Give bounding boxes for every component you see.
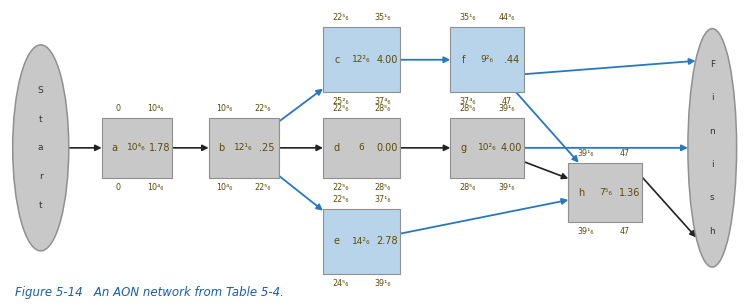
Text: .25: .25 (259, 143, 275, 153)
Text: t: t (39, 115, 43, 124)
Text: b: b (218, 143, 224, 153)
Text: c: c (334, 55, 340, 65)
Text: n: n (709, 127, 715, 136)
Text: 2.78: 2.78 (376, 236, 398, 246)
Text: 25²₆: 25²₆ (333, 97, 349, 106)
Text: 6: 6 (359, 143, 364, 152)
Text: 10⁴₆: 10⁴₆ (217, 183, 233, 192)
Text: 7⁵₆: 7⁵₆ (599, 188, 611, 197)
Text: i: i (711, 93, 714, 102)
Text: 10⁴₆: 10⁴₆ (127, 143, 146, 152)
Text: 22⁵₆: 22⁵₆ (255, 183, 271, 192)
Text: 0: 0 (115, 104, 120, 113)
Text: 1.78: 1.78 (149, 143, 170, 153)
Text: 4.00: 4.00 (501, 143, 523, 153)
Text: 28⁵₆: 28⁵₆ (374, 104, 391, 113)
Text: 22⁵₆: 22⁵₆ (333, 195, 349, 204)
Text: h: h (578, 188, 585, 197)
Text: 37¹₆: 37¹₆ (374, 195, 391, 204)
Text: r: r (39, 172, 43, 181)
Text: S: S (38, 86, 44, 95)
Text: 14²₆: 14²₆ (352, 237, 371, 246)
Text: 10²₆: 10²₆ (478, 143, 496, 152)
FancyBboxPatch shape (450, 27, 524, 92)
Text: 22⁵₆: 22⁵₆ (333, 104, 349, 113)
Text: a: a (111, 143, 117, 153)
Text: 10⁴₆: 10⁴₆ (217, 104, 233, 113)
Text: 22⁵₆: 22⁵₆ (333, 13, 349, 22)
Text: 44³₆: 44³₆ (499, 13, 515, 22)
Text: 37⁴₆: 37⁴₆ (374, 97, 391, 106)
Text: 10⁴₆: 10⁴₆ (148, 104, 164, 113)
Text: 39¹₆: 39¹₆ (374, 279, 391, 288)
Text: i: i (711, 160, 714, 169)
Text: f: f (462, 55, 465, 65)
Text: 28⁵₆: 28⁵₆ (459, 104, 475, 113)
Text: 35¹₆: 35¹₆ (374, 13, 391, 22)
Text: 47: 47 (620, 149, 630, 158)
Text: e: e (334, 236, 340, 246)
Text: 4.00: 4.00 (376, 55, 398, 65)
Text: 28⁵₆: 28⁵₆ (459, 183, 475, 192)
FancyBboxPatch shape (323, 209, 401, 274)
Text: 39¹₆: 39¹₆ (499, 104, 515, 113)
Ellipse shape (13, 45, 69, 251)
Text: 10⁴₆: 10⁴₆ (148, 183, 164, 192)
FancyBboxPatch shape (102, 118, 172, 178)
Text: 47: 47 (502, 97, 512, 106)
Text: 35¹₆: 35¹₆ (459, 13, 475, 22)
Text: 1.36: 1.36 (619, 188, 640, 197)
Text: a: a (38, 143, 44, 152)
Text: 39¹₆: 39¹₆ (499, 183, 515, 192)
FancyBboxPatch shape (323, 118, 401, 178)
Text: 39¹₆: 39¹₆ (577, 227, 593, 236)
Text: 12²₆: 12²₆ (352, 55, 371, 64)
FancyBboxPatch shape (450, 118, 524, 178)
Text: 24⁵₆: 24⁵₆ (333, 279, 349, 288)
Text: t: t (39, 201, 43, 210)
Text: d: d (334, 143, 340, 153)
Text: 22⁵₆: 22⁵₆ (255, 104, 271, 113)
Text: 28⁵₆: 28⁵₆ (374, 183, 391, 192)
Text: 0.00: 0.00 (376, 143, 398, 153)
Text: 37⁴₆: 37⁴₆ (459, 97, 475, 106)
Text: 12¹₆: 12¹₆ (234, 143, 253, 152)
Text: Figure 5-14   An AON network from Table 5-4.: Figure 5-14 An AON network from Table 5-… (15, 286, 284, 299)
Text: s: s (710, 193, 715, 202)
FancyBboxPatch shape (323, 27, 401, 92)
Ellipse shape (688, 29, 736, 267)
Text: h: h (709, 227, 715, 236)
FancyBboxPatch shape (209, 118, 279, 178)
Text: 0: 0 (115, 183, 120, 192)
FancyBboxPatch shape (569, 163, 642, 222)
Text: 9²₆: 9²₆ (480, 55, 494, 64)
Text: .44: .44 (504, 55, 519, 65)
Text: 47: 47 (620, 227, 630, 236)
Text: F: F (709, 60, 715, 69)
Text: 22⁵₆: 22⁵₆ (333, 183, 349, 192)
Text: 39¹₆: 39¹₆ (577, 149, 593, 158)
Text: g: g (461, 143, 467, 153)
